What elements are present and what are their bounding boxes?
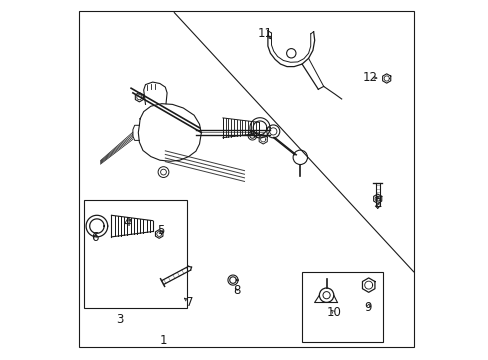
Text: 2: 2 [373, 197, 381, 210]
Text: 10: 10 [325, 306, 341, 319]
Text: 5: 5 [157, 224, 164, 237]
Text: 11: 11 [257, 27, 272, 40]
Bar [84, 200, 186, 308]
Text: 4: 4 [123, 216, 131, 229]
Bar [302, 272, 382, 342]
Text: 3: 3 [116, 313, 124, 326]
Text: 7: 7 [185, 296, 193, 309]
Text: 9: 9 [364, 301, 371, 314]
Text: 1: 1 [160, 334, 167, 347]
Text: 12: 12 [362, 71, 377, 84]
Text: 6: 6 [91, 231, 99, 244]
Text: 8: 8 [232, 284, 240, 297]
